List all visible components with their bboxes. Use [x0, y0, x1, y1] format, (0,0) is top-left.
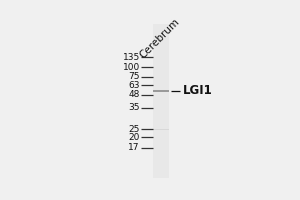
Text: 35: 35: [128, 103, 140, 112]
Text: LGI1: LGI1: [183, 84, 213, 97]
Text: 20: 20: [128, 133, 140, 142]
Text: 135: 135: [123, 53, 140, 62]
Text: 25: 25: [128, 125, 140, 134]
Bar: [153, 90, 169, 92]
Text: 63: 63: [128, 81, 140, 90]
Text: 75: 75: [128, 72, 140, 81]
Bar: [153, 24, 169, 178]
Text: Cerebrum: Cerebrum: [138, 17, 182, 61]
Text: 100: 100: [123, 63, 140, 72]
Bar: [153, 129, 169, 130]
Text: 48: 48: [128, 90, 140, 99]
Text: 17: 17: [128, 143, 140, 152]
